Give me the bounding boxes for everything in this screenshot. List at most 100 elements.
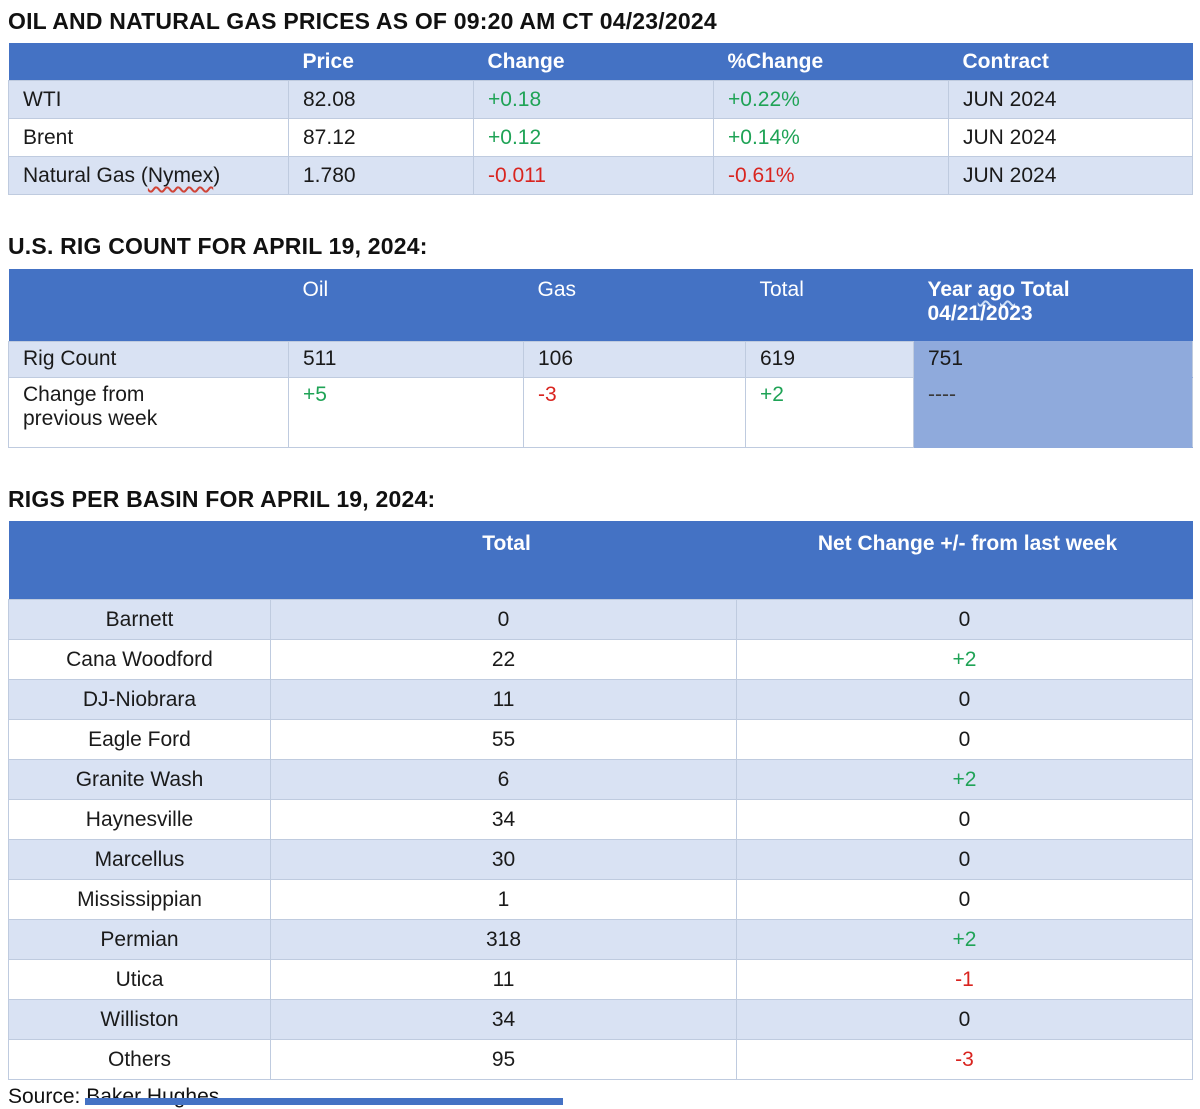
basin-net-change: 0 (736, 679, 1193, 721)
basin-name: Marcellus (8, 839, 271, 881)
basin-net-change: 0 (736, 719, 1193, 761)
next-table-header-sliver (85, 1098, 563, 1105)
basin-total: 1 (270, 879, 737, 921)
rig-oil-value: 511 (288, 340, 524, 378)
basin-name: DJ-Niobrara (8, 679, 271, 721)
rig-header-blank (8, 268, 289, 342)
rig-gas-change: -3 (523, 376, 746, 448)
rig-oil-change: +5 (288, 376, 524, 448)
change-value: -0.011 (473, 156, 714, 196)
prices-title: OIL AND NATURAL GAS PRICES AS OF 09:20 A… (8, 8, 717, 34)
table-row-basin: Barnett 0 0 (8, 599, 1193, 641)
basin-net-change: +2 (736, 919, 1193, 961)
basin-header-row: Total Net Change +/- from last week (8, 521, 1193, 600)
contract-value: JUN 2024 (948, 118, 1193, 158)
rig-total-value: 619 (745, 340, 914, 378)
change-value: +0.12 (473, 118, 714, 158)
year-ago-date: 04/21/2023 (927, 301, 1033, 325)
misspelled-word: ago (977, 277, 1016, 301)
prices-header-price: Price (288, 43, 474, 81)
rig-count-title: U.S. RIG COUNT FOR APRIL 19, 2024: (8, 233, 428, 260)
basin-net-change: +2 (736, 759, 1193, 801)
basins-table: Total Net Change +/- from last week Barn… (8, 521, 1193, 1081)
table-row-basin: Utica 11 -1 (8, 959, 1193, 1001)
basin-header-blank (8, 521, 271, 600)
table-row-brent: Brent 87.12 +0.12 +0.14% JUN 2024 (8, 118, 1193, 158)
table-row-basin: Permian 318 +2 (8, 919, 1193, 961)
table-row-basin: Mississippian 1 0 (8, 879, 1193, 921)
rig-header-year-ago: Year ago Total 04/21/2023 (913, 268, 1193, 342)
price-value: 82.08 (288, 80, 474, 120)
basin-total: 11 (270, 679, 737, 721)
basin-total: 55 (270, 719, 737, 761)
rig-year-ago-value: 751 (913, 340, 1193, 378)
prices-header-change: Change (473, 43, 714, 81)
price-value: 87.12 (288, 118, 474, 158)
basin-net-change: 0 (736, 599, 1193, 641)
commodity-label: Natural Gas (Nymex) (8, 156, 289, 196)
basin-name: Barnett (8, 599, 271, 641)
price-value: 1.780 (288, 156, 474, 196)
pct-change-value: +0.14% (713, 118, 949, 158)
basin-total: 6 (270, 759, 737, 801)
commodity-label: WTI (8, 80, 289, 120)
table-row-natural-gas: Natural Gas (Nymex) 1.780 -0.011 -0.61% … (8, 156, 1193, 196)
basin-total: 34 (270, 799, 737, 841)
table-row-basin: Granite Wash 6 +2 (8, 759, 1193, 801)
basins-title: RIGS PER BASIN FOR APRIL 19, 2024: (8, 485, 436, 512)
prices-header-blank (8, 43, 289, 81)
prices-header-contract: Contract (948, 43, 1193, 81)
contract-value: JUN 2024 (948, 156, 1193, 196)
table-row-basin: Eagle Ford 55 0 (8, 719, 1193, 761)
basin-total: 11 (270, 959, 737, 1001)
basin-net-change: +2 (736, 639, 1193, 681)
basin-name: Others (8, 1039, 271, 1081)
basin-net-change: 0 (736, 999, 1193, 1041)
basin-total: 30 (270, 839, 737, 881)
table-row-basin: Cana Woodford 22 +2 (8, 639, 1193, 681)
basin-net-change: 0 (736, 799, 1193, 841)
rig-year-ago-change: ---- (913, 376, 1193, 448)
rig-row-label: Change from previous week (8, 376, 289, 448)
pct-change-value: -0.61% (713, 156, 949, 196)
rig-total-change: +2 (745, 376, 914, 448)
basin-name: Mississippian (8, 879, 271, 921)
change-value: +0.18 (473, 80, 714, 120)
rig-count-table: Oil Gas Total Year ago Total 04/21/2023 … (8, 268, 1193, 448)
prices-header-row: Price Change %Change Contract (8, 43, 1193, 81)
table-row-basin: DJ-Niobrara 11 0 (8, 679, 1193, 721)
misspelled-word: Nymex (147, 163, 214, 187)
rig-header-oil: Oil (288, 268, 524, 342)
basin-net-change: -3 (736, 1039, 1193, 1081)
basin-header-net-change: Net Change +/- from last week (736, 521, 1193, 600)
commodity-label: Brent (8, 118, 289, 158)
contract-value: JUN 2024 (948, 80, 1193, 120)
prices-header-pct-change: %Change (713, 43, 949, 81)
basin-total: 34 (270, 999, 737, 1041)
basin-net-change: -1 (736, 959, 1193, 1001)
table-row-rig-change: Change from previous week +5 -3 +2 ---- (8, 376, 1193, 448)
table-row-rig-count: Rig Count 511 106 619 751 (8, 340, 1193, 378)
rig-gas-value: 106 (523, 340, 746, 378)
basin-name: Permian (8, 919, 271, 961)
basin-net-change: 0 (736, 879, 1193, 921)
table-row-basin: Others 95 -3 (8, 1039, 1193, 1081)
basin-total: 95 (270, 1039, 737, 1081)
rig-header-gas: Gas (523, 268, 746, 342)
basin-name: Utica (8, 959, 271, 1001)
basin-name: Eagle Ford (8, 719, 271, 761)
rig-row-label: Rig Count (8, 340, 289, 378)
basin-name: Haynesville (8, 799, 271, 841)
basin-total: 22 (270, 639, 737, 681)
table-row-basin: Haynesville 34 0 (8, 799, 1193, 841)
table-row-basin: Marcellus 30 0 (8, 839, 1193, 881)
basin-name: Granite Wash (8, 759, 271, 801)
rig-header-row: Oil Gas Total Year ago Total 04/21/2023 (8, 268, 1193, 342)
prices-table: Price Change %Change Contract WTI 82.08 … (8, 43, 1193, 196)
basin-name: Williston (8, 999, 271, 1041)
basin-total: 318 (270, 919, 737, 961)
basin-total: 0 (270, 599, 737, 641)
basin-name: Cana Woodford (8, 639, 271, 681)
table-row-basin: Williston 34 0 (8, 999, 1193, 1041)
